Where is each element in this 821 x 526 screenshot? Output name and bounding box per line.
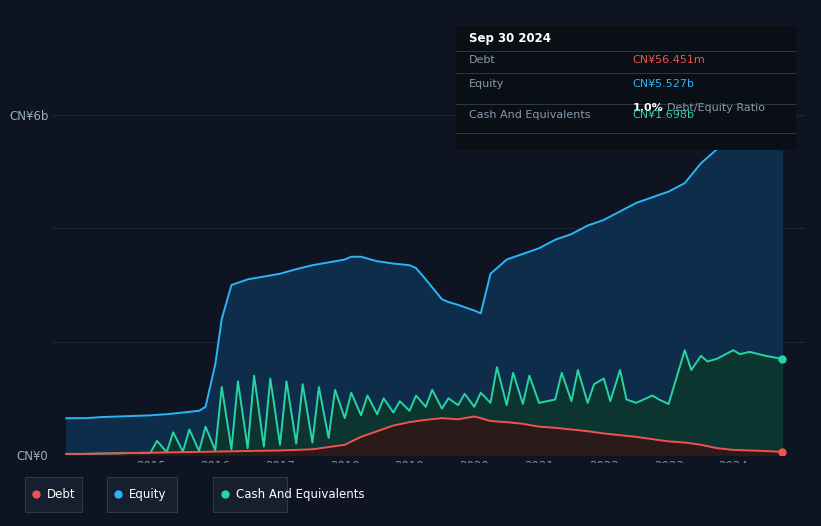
FancyBboxPatch shape: [25, 478, 82, 512]
FancyBboxPatch shape: [107, 478, 177, 512]
Text: CN¥1.698b: CN¥1.698b: [633, 110, 695, 120]
Text: Debt: Debt: [470, 55, 496, 65]
FancyBboxPatch shape: [213, 478, 287, 512]
Text: Debt: Debt: [47, 488, 76, 501]
Text: Cash And Equivalents: Cash And Equivalents: [470, 110, 591, 120]
Text: Cash And Equivalents: Cash And Equivalents: [236, 488, 365, 501]
Text: Debt/Equity Ratio: Debt/Equity Ratio: [667, 103, 765, 113]
Text: Equity: Equity: [129, 488, 167, 501]
Text: Equity: Equity: [470, 79, 505, 89]
Text: CN¥5.527b: CN¥5.527b: [633, 79, 695, 89]
Text: 1.0%: 1.0%: [633, 103, 663, 113]
Text: Sep 30 2024: Sep 30 2024: [470, 33, 551, 45]
Text: CN¥56.451m: CN¥56.451m: [633, 55, 705, 65]
